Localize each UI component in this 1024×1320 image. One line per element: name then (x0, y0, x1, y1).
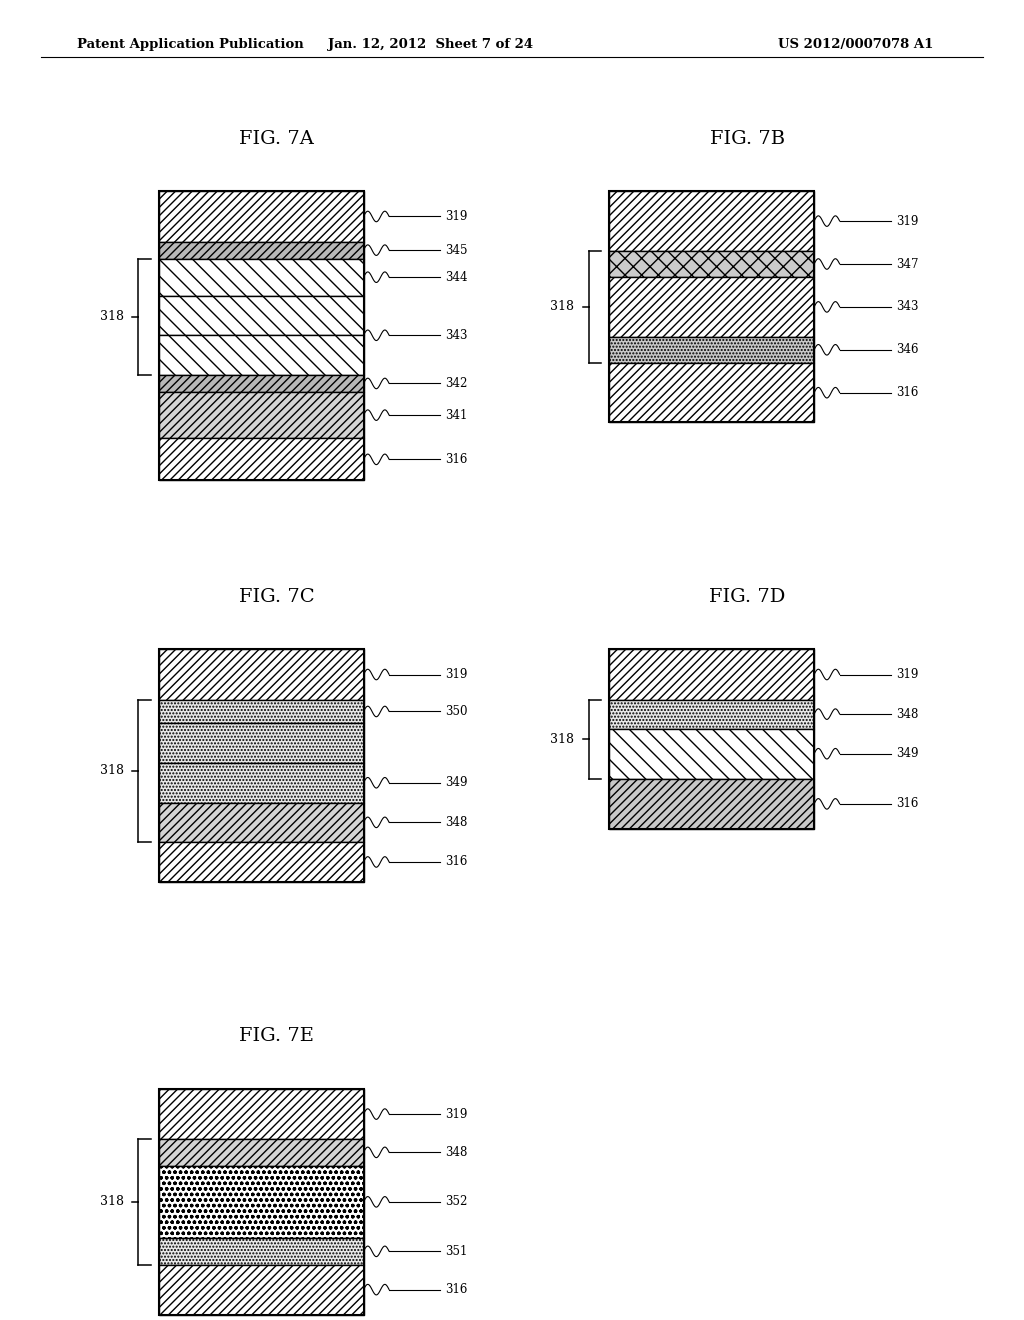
Text: 343: 343 (445, 329, 468, 342)
Text: 318: 318 (551, 733, 574, 746)
Text: 351: 351 (445, 1245, 468, 1258)
Text: 319: 319 (445, 1107, 468, 1121)
Bar (159, 191, 364, 242)
Text: 341: 341 (445, 409, 468, 421)
Text: 319: 319 (896, 215, 919, 227)
Text: FIG. 7B: FIG. 7B (710, 129, 785, 148)
Text: Patent Application Publication: Patent Application Publication (77, 38, 303, 51)
Text: 318: 318 (100, 1196, 124, 1208)
Bar (609, 277, 814, 337)
Bar (609, 337, 814, 363)
Bar (159, 438, 364, 480)
Text: 349: 349 (445, 776, 468, 789)
Bar (609, 779, 814, 829)
Text: FIG. 7C: FIG. 7C (239, 587, 314, 606)
Bar (159, 723, 364, 763)
Bar (159, 763, 364, 803)
Bar (609, 700, 814, 729)
Text: 346: 346 (896, 343, 919, 356)
Bar (159, 649, 364, 882)
Text: 319: 319 (896, 668, 919, 681)
Text: 352: 352 (445, 1196, 468, 1208)
Text: FIG. 7D: FIG. 7D (710, 587, 785, 606)
Bar (159, 649, 364, 700)
Bar (609, 251, 814, 277)
Text: Jan. 12, 2012  Sheet 7 of 24: Jan. 12, 2012 Sheet 7 of 24 (328, 38, 532, 51)
Bar (159, 803, 364, 842)
Bar (609, 729, 814, 779)
Bar (159, 259, 364, 296)
Text: 319: 319 (445, 210, 468, 223)
Text: 316: 316 (896, 387, 919, 399)
Bar (159, 392, 364, 438)
Text: 345: 345 (445, 244, 468, 256)
Text: 349: 349 (896, 747, 919, 760)
Text: FIG. 7E: FIG. 7E (239, 1027, 314, 1045)
Bar (159, 1089, 364, 1315)
Bar (159, 1089, 364, 1139)
Text: 316: 316 (445, 453, 468, 466)
Text: 344: 344 (445, 271, 468, 284)
Bar (159, 191, 364, 480)
Bar (159, 242, 364, 259)
Bar (159, 1139, 364, 1166)
Bar (159, 1238, 364, 1265)
Text: 342: 342 (445, 378, 468, 389)
Text: 348: 348 (896, 708, 919, 721)
Text: 347: 347 (896, 257, 919, 271)
Text: 343: 343 (896, 301, 919, 313)
Text: 348: 348 (445, 816, 468, 829)
Bar (609, 191, 814, 251)
Text: 318: 318 (100, 764, 124, 777)
Bar (159, 335, 364, 375)
Text: 348: 348 (445, 1146, 468, 1159)
Bar (609, 649, 814, 829)
Text: 350: 350 (445, 705, 468, 718)
Bar (609, 191, 814, 422)
Bar (609, 363, 814, 422)
Text: 318: 318 (100, 310, 124, 323)
Bar (159, 296, 364, 335)
Text: US 2012/0007078 A1: US 2012/0007078 A1 (778, 38, 934, 51)
Text: 318: 318 (551, 301, 574, 313)
Text: 316: 316 (445, 1283, 468, 1296)
Bar (159, 1166, 364, 1238)
Text: 319: 319 (445, 668, 468, 681)
Bar (609, 649, 814, 700)
Bar (159, 375, 364, 392)
Bar (159, 700, 364, 723)
Text: 316: 316 (896, 797, 919, 810)
Bar (159, 1265, 364, 1315)
Text: 316: 316 (445, 855, 468, 869)
Text: FIG. 7A: FIG. 7A (239, 129, 314, 148)
Bar (159, 842, 364, 882)
